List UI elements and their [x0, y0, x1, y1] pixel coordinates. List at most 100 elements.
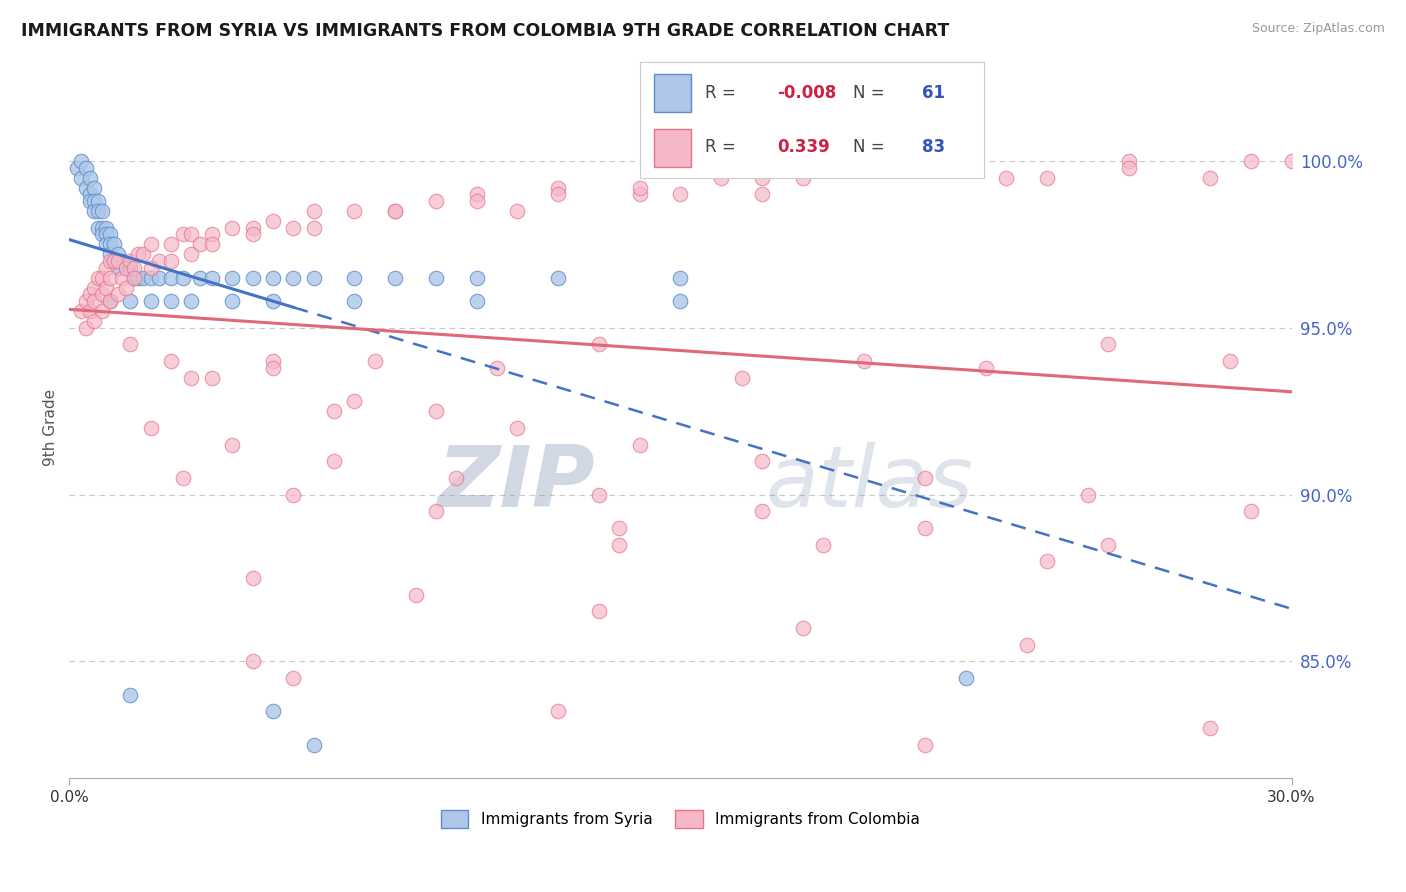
Point	[262, 270, 284, 285]
Point	[384, 203, 406, 218]
Point	[852, 354, 875, 368]
Point	[262, 214, 284, 228]
Point	[90, 270, 112, 285]
Point	[547, 705, 569, 719]
Point	[180, 293, 202, 308]
Point	[873, 161, 896, 175]
Point	[115, 281, 138, 295]
Point	[107, 260, 129, 275]
Point	[283, 671, 305, 685]
Point	[98, 293, 121, 308]
Point	[79, 304, 101, 318]
Point	[66, 161, 89, 175]
Point	[221, 437, 243, 451]
Point	[90, 227, 112, 242]
Point	[90, 287, 112, 301]
Point	[98, 247, 121, 261]
Point	[751, 504, 773, 518]
Point	[384, 203, 406, 218]
Point	[201, 227, 224, 242]
Point	[98, 293, 121, 308]
Point	[201, 371, 224, 385]
Point	[103, 237, 125, 252]
Point	[70, 170, 93, 185]
Point	[955, 671, 977, 685]
Point	[343, 203, 366, 218]
Point	[160, 354, 183, 368]
Point	[547, 180, 569, 194]
Point	[172, 270, 194, 285]
Point	[128, 247, 150, 261]
Point	[139, 293, 162, 308]
Text: R =: R =	[706, 138, 735, 156]
Legend: Immigrants from Syria, Immigrants from Colombia: Immigrants from Syria, Immigrants from C…	[434, 804, 927, 834]
Point	[343, 270, 366, 285]
Point	[124, 260, 146, 275]
Point	[547, 187, 569, 202]
Text: N =: N =	[853, 138, 884, 156]
Text: atlas: atlas	[766, 442, 974, 525]
Point	[139, 270, 162, 285]
Point	[669, 270, 692, 285]
Point	[283, 270, 305, 285]
Point	[1281, 153, 1303, 168]
Point	[669, 293, 692, 308]
Text: R =: R =	[706, 84, 735, 102]
Point	[465, 187, 488, 202]
Point	[98, 270, 121, 285]
Point	[160, 270, 183, 285]
Point	[262, 293, 284, 308]
Point	[83, 180, 105, 194]
Point	[107, 247, 129, 261]
Text: ZIP: ZIP	[437, 442, 595, 525]
Point	[506, 203, 529, 218]
Point	[94, 237, 117, 252]
Point	[139, 421, 162, 435]
Point	[974, 360, 997, 375]
Point	[242, 227, 264, 242]
Point	[180, 247, 202, 261]
Point	[1219, 354, 1241, 368]
Point	[628, 187, 651, 202]
Point	[262, 705, 284, 719]
Point	[506, 421, 529, 435]
Point	[730, 371, 752, 385]
FancyBboxPatch shape	[654, 128, 692, 167]
Point	[75, 161, 97, 175]
Point	[588, 337, 610, 351]
Point	[94, 220, 117, 235]
Point	[188, 270, 211, 285]
Point	[486, 360, 509, 375]
Point	[1118, 153, 1140, 168]
Point	[405, 588, 427, 602]
Point	[242, 655, 264, 669]
Point	[75, 293, 97, 308]
Point	[83, 203, 105, 218]
Point	[124, 270, 146, 285]
Point	[115, 260, 138, 275]
Point	[1199, 170, 1222, 185]
Text: 61: 61	[922, 84, 945, 102]
Point	[120, 688, 142, 702]
Point	[188, 237, 211, 252]
Point	[262, 354, 284, 368]
Point	[1077, 487, 1099, 501]
Point	[751, 187, 773, 202]
Point	[221, 220, 243, 235]
Y-axis label: 9th Grade: 9th Grade	[44, 389, 58, 467]
Point	[323, 454, 346, 468]
Point	[83, 314, 105, 328]
Point	[111, 254, 134, 268]
Point	[103, 254, 125, 268]
Point	[1097, 538, 1119, 552]
Point	[90, 203, 112, 218]
Point	[364, 354, 387, 368]
Text: 0.339: 0.339	[778, 138, 831, 156]
Point	[343, 394, 366, 409]
Point	[94, 281, 117, 295]
Point	[283, 220, 305, 235]
Point	[201, 270, 224, 285]
Point	[139, 260, 162, 275]
Point	[83, 281, 105, 295]
Point	[1036, 170, 1059, 185]
